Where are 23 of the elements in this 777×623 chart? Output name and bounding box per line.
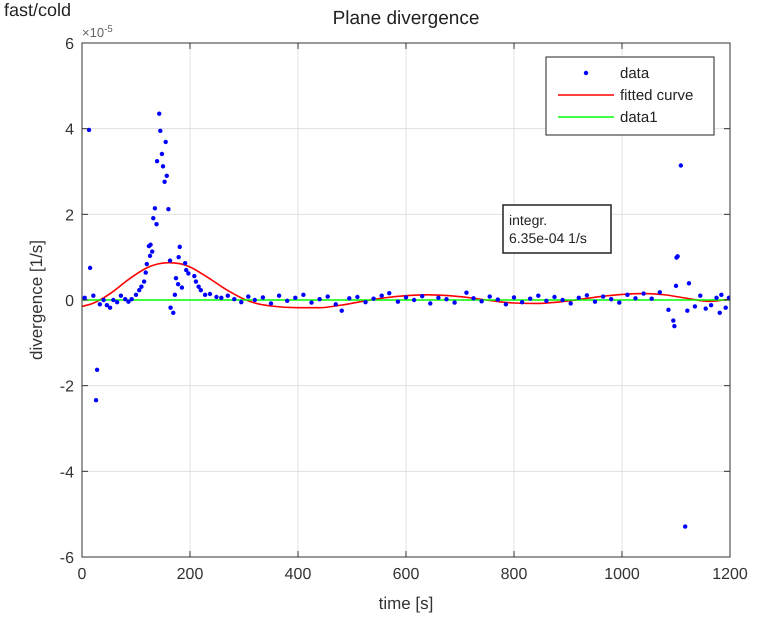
- y-tick-label: -2: [60, 378, 74, 396]
- y-tick-label: 2: [65, 207, 74, 224]
- x-tick-label: 800: [500, 566, 528, 583]
- y-tick-label: 6: [65, 36, 74, 53]
- x-tick-label: 200: [176, 566, 204, 583]
- x-tick-label: 1200: [712, 566, 748, 583]
- y-tick-label: -6: [60, 550, 74, 567]
- annotation: integr. 6.35e-04 1/s: [509, 212, 587, 246]
- y-tick-label: 4: [65, 122, 74, 139]
- y-axis-title: divergence [1/s]: [27, 240, 46, 360]
- x-tick-label: 1000: [604, 566, 640, 583]
- x-tick-label: 0: [78, 566, 87, 583]
- y-tick-label: -4: [60, 464, 74, 482]
- x-tick-label: 400: [284, 566, 312, 583]
- legend-label: data1: [620, 109, 658, 126]
- x-axis-title: time [s]: [378, 594, 434, 613]
- legend-label: data: [620, 65, 650, 82]
- text: ×10$^{-5}$: [82, 24, 114, 40]
- chart-title: Plane divergence: [332, 8, 480, 29]
- x-tick-label: 600: [392, 566, 420, 583]
- y-tick-label: 0: [65, 293, 74, 310]
- legend-label: fitted curve: [620, 87, 694, 104]
- text: fast/cold: [4, 0, 72, 20]
